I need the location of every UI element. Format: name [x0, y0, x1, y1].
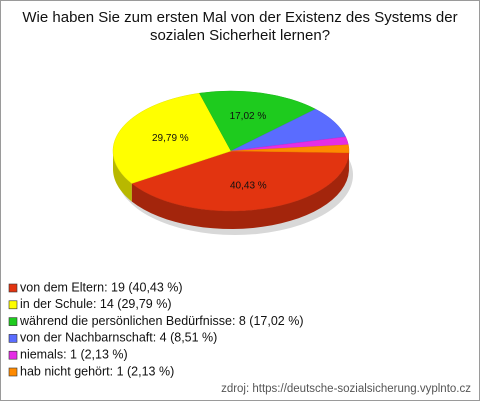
slice-side	[131, 152, 349, 229]
slice-side	[113, 151, 132, 202]
legend-swatch	[8, 283, 18, 293]
value-label: 17,02 %	[230, 111, 267, 122]
legend-swatch	[8, 367, 18, 377]
legend-label: hab nicht gehört: 1 (2,13 %)	[20, 364, 174, 378]
slice	[131, 150, 350, 212]
legend-swatch	[8, 350, 18, 360]
value-label: 29,79 %	[152, 133, 189, 144]
legend-swatch	[8, 334, 18, 343]
legend-swatch	[8, 317, 18, 326]
legend-label: in der Schule: 14 (29,79 %)	[20, 297, 171, 311]
slice	[199, 90, 317, 152]
legend-label: während die persönlichen Bedürfnisse: 8 …	[19, 314, 304, 328]
legend-swatch	[8, 300, 18, 310]
legend-label: von der Nachbarnschaft: 4 (8,51 %)	[20, 331, 217, 345]
legend-label: niemals: 1 (2,13 %)	[20, 347, 128, 361]
slice	[112, 92, 232, 184]
value-label: 40,43 %	[230, 180, 267, 191]
legend-label: von dem Eltern: 19 (40,43 %)	[20, 280, 183, 294]
source-note: zdroj: https://deutsche-sozialsicherung.…	[221, 383, 471, 395]
chart-title: Wie haben Sie zum ersten Mal von der Exi…	[22, 9, 458, 44]
slice	[230, 144, 350, 154]
